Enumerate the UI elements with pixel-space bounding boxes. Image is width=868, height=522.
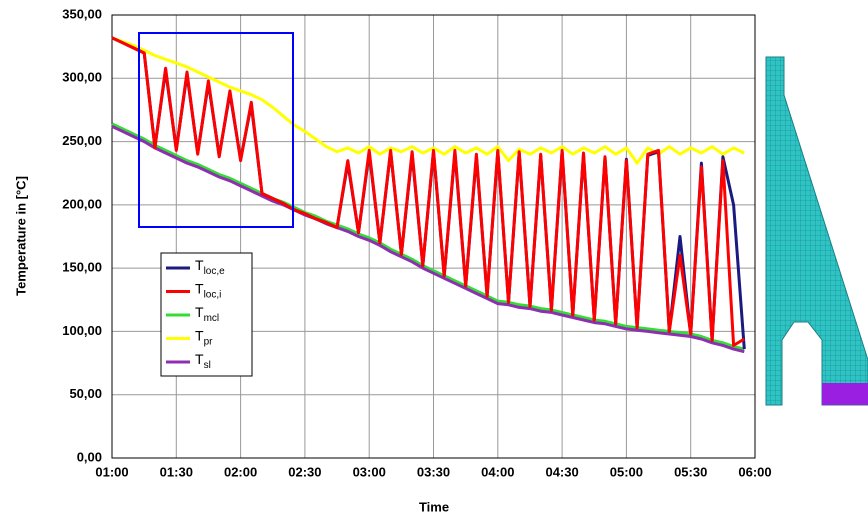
x-tick-label: 04:00: [481, 464, 514, 479]
y-tick-label: 50,00: [69, 386, 102, 401]
x-tick-label: 06:00: [738, 464, 771, 479]
y-tick-label: 150,00: [62, 260, 102, 275]
y-tick-label: 300,00: [62, 70, 102, 85]
y-tick-label: 0,00: [77, 449, 102, 464]
x-tick-label: 01:00: [95, 464, 128, 479]
y-tick-label: 250,00: [62, 133, 102, 148]
x-axis-title: Time: [419, 499, 449, 514]
y-tick-label: 200,00: [62, 196, 102, 211]
x-tick-label: 05:00: [610, 464, 643, 479]
mesh-image: [766, 57, 868, 405]
x-tick-label: 03:30: [417, 464, 450, 479]
y-tick-label: 350,00: [62, 6, 102, 21]
x-tick-label: 03:00: [353, 464, 386, 479]
x-tick-label: 02:00: [224, 464, 257, 479]
x-tick-label: 02:30: [288, 464, 321, 479]
x-tick-label: 01:30: [160, 464, 193, 479]
plot-area: 0,00 50,00 100,00 150,00 200,00 250,00 300,00 3…: [62, 6, 771, 479]
x-tick-label: 05:30: [674, 464, 707, 479]
y-tick-label: 100,00: [62, 323, 102, 338]
x-tick-label: 04:30: [545, 464, 578, 479]
y-axis-title: Temperature in [°C]: [13, 176, 28, 296]
chart: 0,00 50,00 100,00 150,00 200,00 250,00 300,00 3…: [0, 0, 868, 522]
